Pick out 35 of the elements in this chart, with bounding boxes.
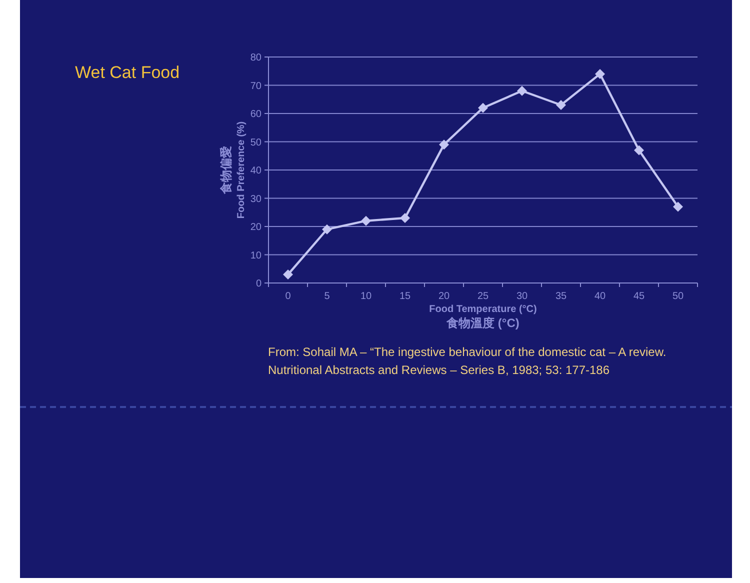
x-tick-label: 35 bbox=[555, 291, 567, 302]
point bbox=[439, 140, 449, 150]
y-tick-label: 40 bbox=[250, 166, 262, 176]
x-axis-title: Food Temperature (°C) 食物溫度 (°C) bbox=[429, 304, 537, 330]
y-axis-title: 食物偏愛 Food Preference (%) bbox=[219, 121, 247, 219]
text: From: Sohail MA – “The ingestive behaviour of the domestic cat – A review. Nutritional Abstracts and Reviews – Series B, 1983; 53: 177-186 bbox=[268, 345, 666, 377]
x-tick-label: 30 bbox=[516, 291, 528, 302]
y-tick-label: 70 bbox=[250, 80, 262, 92]
y-tick-label: 10 bbox=[250, 250, 262, 262]
point bbox=[673, 202, 683, 212]
x-tick-label: 0 bbox=[285, 291, 292, 302]
x-tick-label: 45 bbox=[633, 291, 645, 302]
point bbox=[283, 270, 293, 280]
x-tick-label: 20 bbox=[438, 291, 450, 302]
point bbox=[361, 216, 371, 226]
point bbox=[400, 213, 410, 224]
y-tick-label: 60 bbox=[250, 109, 262, 120]
text: Wet Cat Food bbox=[75, 63, 180, 82]
point bbox=[556, 100, 566, 110]
y-tick-label: 80 bbox=[250, 52, 262, 64]
x-tick-label: 15 bbox=[399, 291, 411, 302]
x-tick-label: 40 bbox=[594, 291, 606, 302]
point bbox=[595, 68, 605, 79]
point bbox=[322, 224, 332, 234]
point bbox=[634, 145, 644, 156]
y-tick-label: 30 bbox=[250, 194, 262, 205]
point bbox=[478, 102, 488, 113]
x-tick-label: 50 bbox=[672, 291, 684, 302]
y-tick-label: 20 bbox=[250, 222, 262, 233]
x-tick-label: 25 bbox=[477, 291, 489, 302]
point bbox=[517, 86, 527, 96]
x-tick-label: 10 bbox=[360, 291, 372, 302]
x-tick-label: 5 bbox=[324, 291, 330, 302]
y-tick-label: 0 bbox=[256, 278, 262, 290]
y-tick-label: 50 bbox=[250, 137, 262, 148]
